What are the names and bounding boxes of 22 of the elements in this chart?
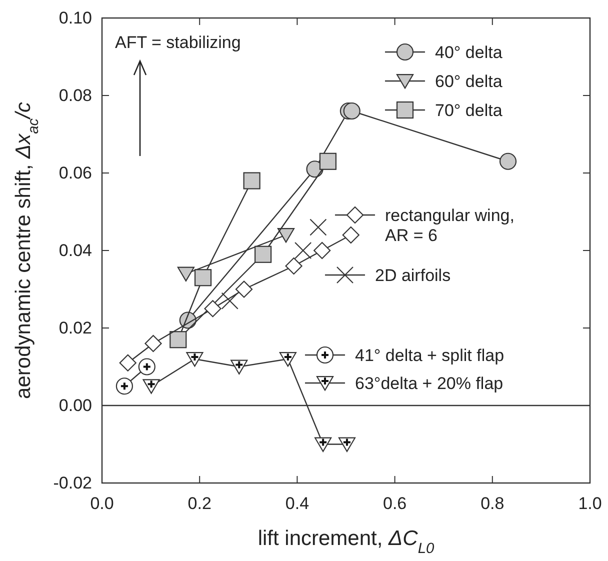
x-tick-label: 0.4 bbox=[285, 494, 310, 514]
x-tick-label: 0.2 bbox=[188, 494, 212, 514]
x-axis-title: lift increment, ΔC$_{L0}$ bbox=[258, 527, 435, 557]
legend-label: 2D airfoils bbox=[375, 266, 451, 285]
x-tick-label: 1.0 bbox=[578, 494, 602, 514]
y-tick-label: 0.04 bbox=[58, 240, 92, 260]
x-tick-label: 0.6 bbox=[382, 494, 407, 514]
annotation: AFT = stabilizing bbox=[115, 33, 241, 52]
y-tick-label: -0.02 bbox=[53, 473, 92, 492]
legend-label: 63°delta + 20% flap bbox=[355, 374, 504, 393]
x-tick-label: 0.0 bbox=[90, 494, 114, 514]
legend-label: rectangular wing, AR = 6 bbox=[385, 206, 514, 245]
legend-label: 60° delta bbox=[435, 72, 503, 91]
y-tick-label: 0.08 bbox=[58, 86, 92, 105]
y-tick-label: 0.10 bbox=[58, 8, 92, 28]
x-tick-label: 0.8 bbox=[480, 494, 504, 514]
legend-label: 70° delta bbox=[435, 101, 503, 120]
legend-label: 41° delta + split flap bbox=[355, 346, 504, 365]
legend-label: 40° delta bbox=[435, 43, 503, 62]
y-tick-label: 0.00 bbox=[58, 396, 92, 415]
y-tick-label: 0.06 bbox=[58, 163, 92, 182]
y-tick-label: 0.02 bbox=[58, 318, 92, 338]
